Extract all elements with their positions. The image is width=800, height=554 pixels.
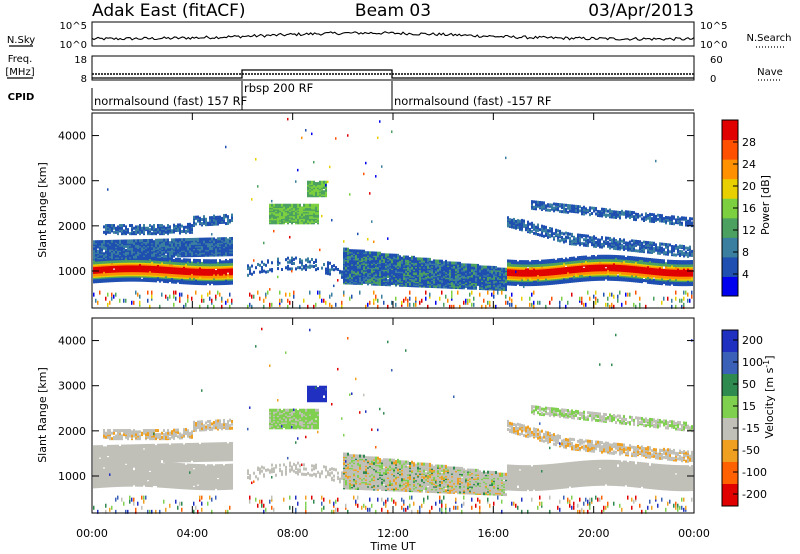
power-colorbar-tick-label: 8 [742, 246, 749, 259]
power-colorbar-tick-label: 12 [742, 224, 756, 237]
power-ytick-label: 3000 [58, 175, 86, 188]
cpid-segment-2: rbsp 200 RF [244, 81, 313, 95]
beam-title: Beam 03 [355, 1, 431, 21]
power-ytick-label: 1000 [58, 265, 86, 278]
vel-colorbar-tick-label: 200 [742, 334, 763, 347]
date-title: 03/Apr/2013 [588, 1, 694, 21]
velocity-panel: Slant Range [km] 4000 3000 2000 1000 200 100… [36, 317, 776, 553]
freq-frame [91, 55, 695, 81]
nave-trace [92, 69, 694, 79]
nave-tick-bottom: 0 [710, 74, 716, 85]
velocity-ytick-label: 2000 [58, 425, 86, 438]
power-axis-ticks [91, 113, 695, 308]
power-heatmap-cells [93, 117, 693, 309]
time-tick-label: 16:00 [477, 527, 509, 540]
nave-tick-top: 60 [710, 55, 723, 66]
noise-left-label: N.Sky [7, 35, 35, 46]
power-colorbar-label: Power [dB] [759, 175, 772, 235]
vel-colorbar-tick-label: -200 [742, 488, 767, 501]
velocity-colorbar-label: Velocity [m s-1] [762, 355, 776, 438]
power-panel: Slant Range [km] 4000 3000 2000 1000 28 24 20… [36, 112, 772, 309]
vel-colorbar-tick-label: -100 [742, 466, 767, 479]
power-ytick-label: 2000 [58, 220, 86, 233]
cpid-bar: CPID normalsound (fast) 157 RF rbsp 200 … [8, 81, 694, 111]
power-colorbar-tick-label: 16 [742, 202, 756, 215]
vel-colorbar-tick-label: 100 [742, 356, 763, 369]
freq-panel: Freq. [MHz] 18 8 60 0 Nave [5, 54, 782, 85]
power-ylabel: Slant Range [km] [36, 162, 49, 258]
freq-tick-bottom: 8 [81, 74, 87, 85]
noise-right-tick-bottom: 10^0 [700, 40, 727, 51]
power-colorbar: 28 24 20 16 12 8 4 [721, 119, 756, 297]
noise-right-label: N.Search [746, 33, 791, 44]
cpid-segment-1: normalsound (fast) 157 RF [94, 94, 247, 108]
cpid-segment-3: normalsound (fast) -157 RF [394, 94, 551, 108]
velocity-ytick-label: 1000 [58, 470, 86, 483]
velocity-colorbar: 200 100 50 15 -15 -50 -100 -200 [721, 329, 767, 507]
time-tick-label: 00:00 [76, 527, 108, 540]
vel-colorbar-tick-label: 15 [742, 400, 756, 413]
velocity-ytick-label: 4000 [58, 335, 86, 348]
noise-frame [91, 21, 695, 47]
power-ytick-label: 4000 [58, 130, 86, 143]
time-tick-label: 00:00 [678, 527, 710, 540]
time-tick-label: 20:00 [578, 527, 610, 540]
vel-colorbar-tick-label: -50 [742, 444, 760, 457]
time-axis-label: Time UT [369, 540, 415, 553]
noise-left-tick-top: 10^5 [60, 21, 87, 32]
station-title: Adak East (fitACF) [92, 1, 246, 21]
power-y-ticks: 4000 3000 2000 1000 [58, 130, 86, 278]
time-tick-label: 04:00 [176, 527, 208, 540]
time-axis-ticks: 00:00 04:00 08:00 12:00 16:00 20:00 00:00 [76, 527, 710, 540]
velocity-ytick-label: 3000 [58, 380, 86, 393]
power-colorbar-tick-label: 24 [742, 158, 756, 171]
velocity-axis-ticks [91, 318, 695, 513]
noise-panel: N.Sky 10^5 10^0 10^5 10^0 N.Search [7, 21, 792, 51]
freq-label-line1: Freq. [8, 54, 33, 65]
time-tick-label: 12:00 [377, 527, 409, 540]
velocity-ylabel: Slant Range [km] [36, 367, 49, 463]
vel-colorbar-tick-label: 50 [742, 378, 756, 391]
power-colorbar-tick-label: 20 [742, 180, 756, 193]
freq-label-line2: [MHz] [5, 67, 34, 78]
vel-colorbar-tick-label: -15 [742, 422, 760, 435]
cpid-label: CPID [8, 92, 35, 103]
power-colorbar-tick-label: 28 [742, 136, 756, 149]
power-colorbar-tick-label: 4 [742, 268, 749, 281]
velocity-y-ticks: 4000 3000 2000 1000 [58, 335, 86, 483]
freq-tick-top: 18 [74, 55, 87, 66]
time-tick-label: 08:00 [277, 527, 309, 540]
nave-label: Nave [757, 67, 783, 78]
noise-right-tick-top: 10^5 [700, 21, 727, 32]
noise-trace [91, 31, 695, 42]
noise-left-tick-bottom: 10^0 [60, 40, 87, 51]
velocity-heatmap-cells [93, 327, 693, 514]
